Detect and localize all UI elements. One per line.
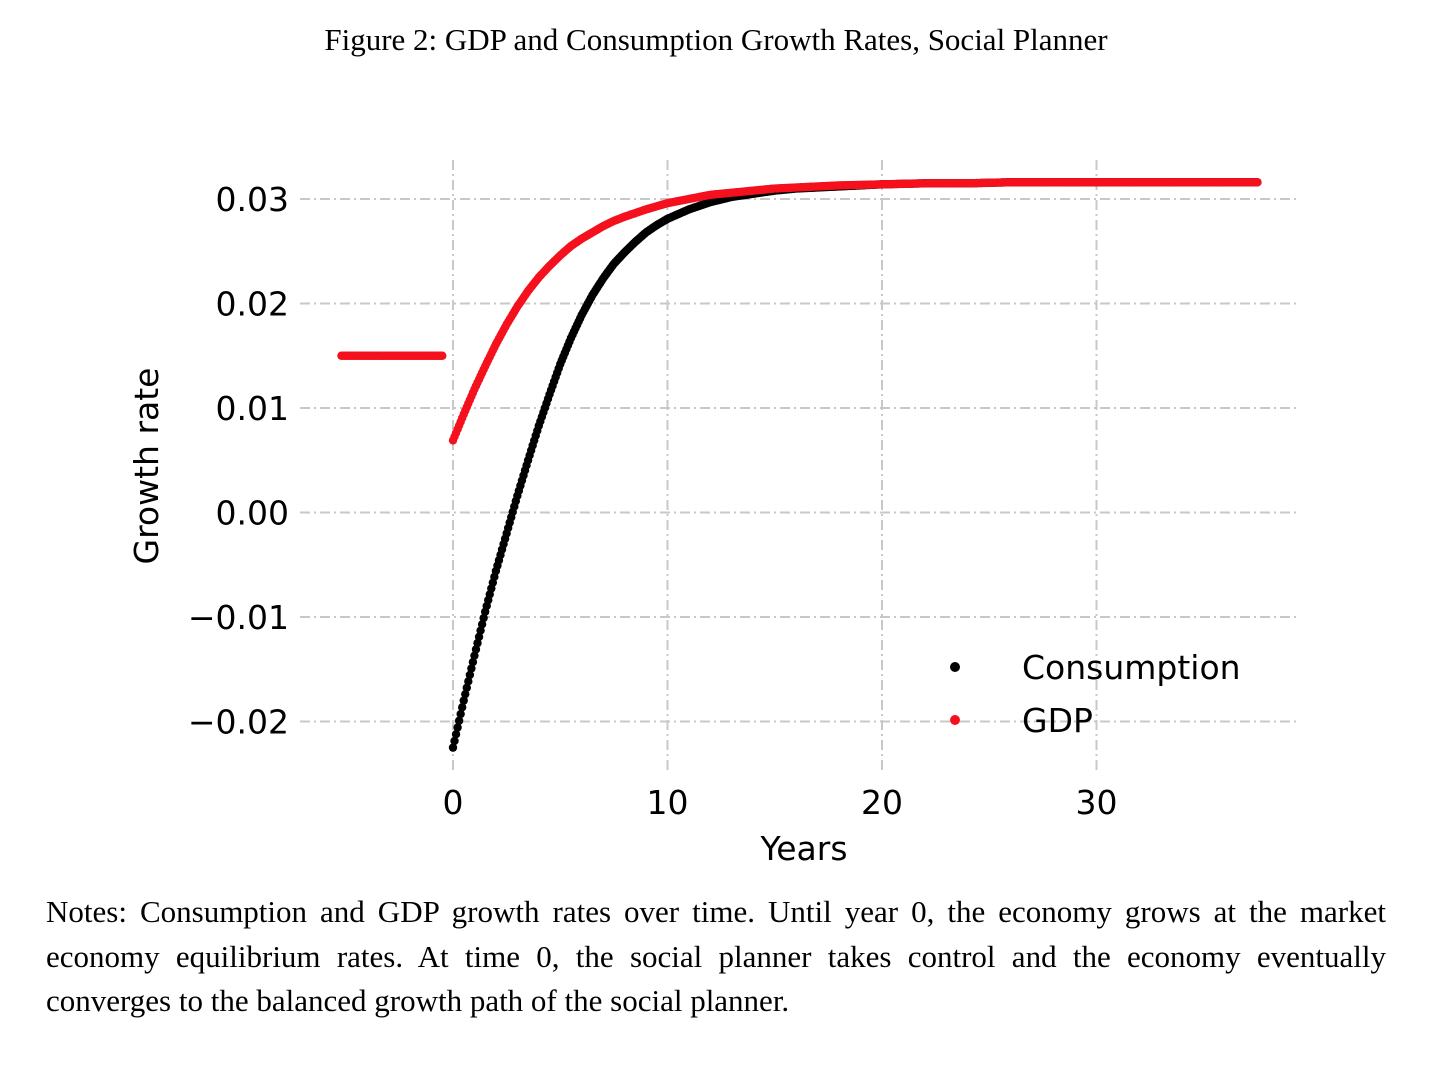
data-point-consumption	[454, 716, 464, 725]
series-gdp	[337, 178, 1262, 445]
legend-label-gdp: GDP	[1022, 701, 1093, 740]
data-point-consumption	[479, 613, 488, 623]
data-point-consumption	[476, 626, 485, 635]
figure-notes: Notes: Consumption and GDP growth rates …	[46, 894, 1386, 1018]
data-point-consumption	[467, 664, 476, 673]
data-point-gdp	[438, 351, 447, 360]
y-axis-label: Growth rate	[127, 368, 166, 565]
data-point-consumption	[477, 620, 487, 629]
x-tick-label: 30	[1076, 783, 1118, 822]
legend-marker-consumption	[950, 662, 960, 672]
legend: Consumption GDP	[950, 648, 1241, 740]
data-point-consumption	[468, 657, 478, 667]
y-tick-label: −0.02	[188, 703, 289, 742]
x-tick-label: 10	[647, 783, 689, 822]
y-tick-label: 0.03	[216, 180, 289, 219]
data-point-consumption	[474, 632, 484, 642]
y-tick-label: −0.01	[188, 598, 289, 637]
legend-label-consumption: Consumption	[1022, 648, 1241, 687]
data-point-consumption	[450, 736, 459, 746]
data-point-consumption	[456, 709, 465, 719]
x-tick-label: 0	[443, 783, 464, 822]
y-tick-label: 0.00	[216, 494, 289, 533]
data-point-consumption	[462, 683, 471, 692]
data-point-consumption	[464, 677, 473, 686]
data-point-consumption	[473, 638, 482, 648]
data-point-consumption	[453, 723, 462, 732]
data-point-consumption	[461, 689, 470, 699]
legend-marker-gdp	[950, 715, 960, 725]
data-point-consumption	[451, 729, 461, 739]
data-point-consumption	[459, 696, 468, 705]
growth-rate-chart: 0 10 20 30−0.02−0.010.000.010.020.03 Years …	[127, 160, 1300, 868]
data-point-consumption	[448, 743, 458, 752]
tick-labels: 0 10 20 30 −0.02 −0.01 0.00 0.01 0.02 0.03	[188, 180, 1118, 822]
data-point-consumption	[457, 703, 467, 712]
data-point-gdp	[1253, 178, 1262, 187]
y-tick-label: 0.01	[216, 389, 289, 428]
data-series	[337, 178, 1262, 752]
x-axis-label: Years	[759, 829, 847, 868]
y-tick-label: 0.02	[216, 285, 289, 324]
figure-title: Figure 2: GDP and Consumption Growth Rat…	[324, 22, 1108, 57]
x-tick-label: 20	[861, 783, 903, 822]
data-point-consumption	[470, 651, 479, 660]
data-point-consumption	[465, 670, 475, 680]
